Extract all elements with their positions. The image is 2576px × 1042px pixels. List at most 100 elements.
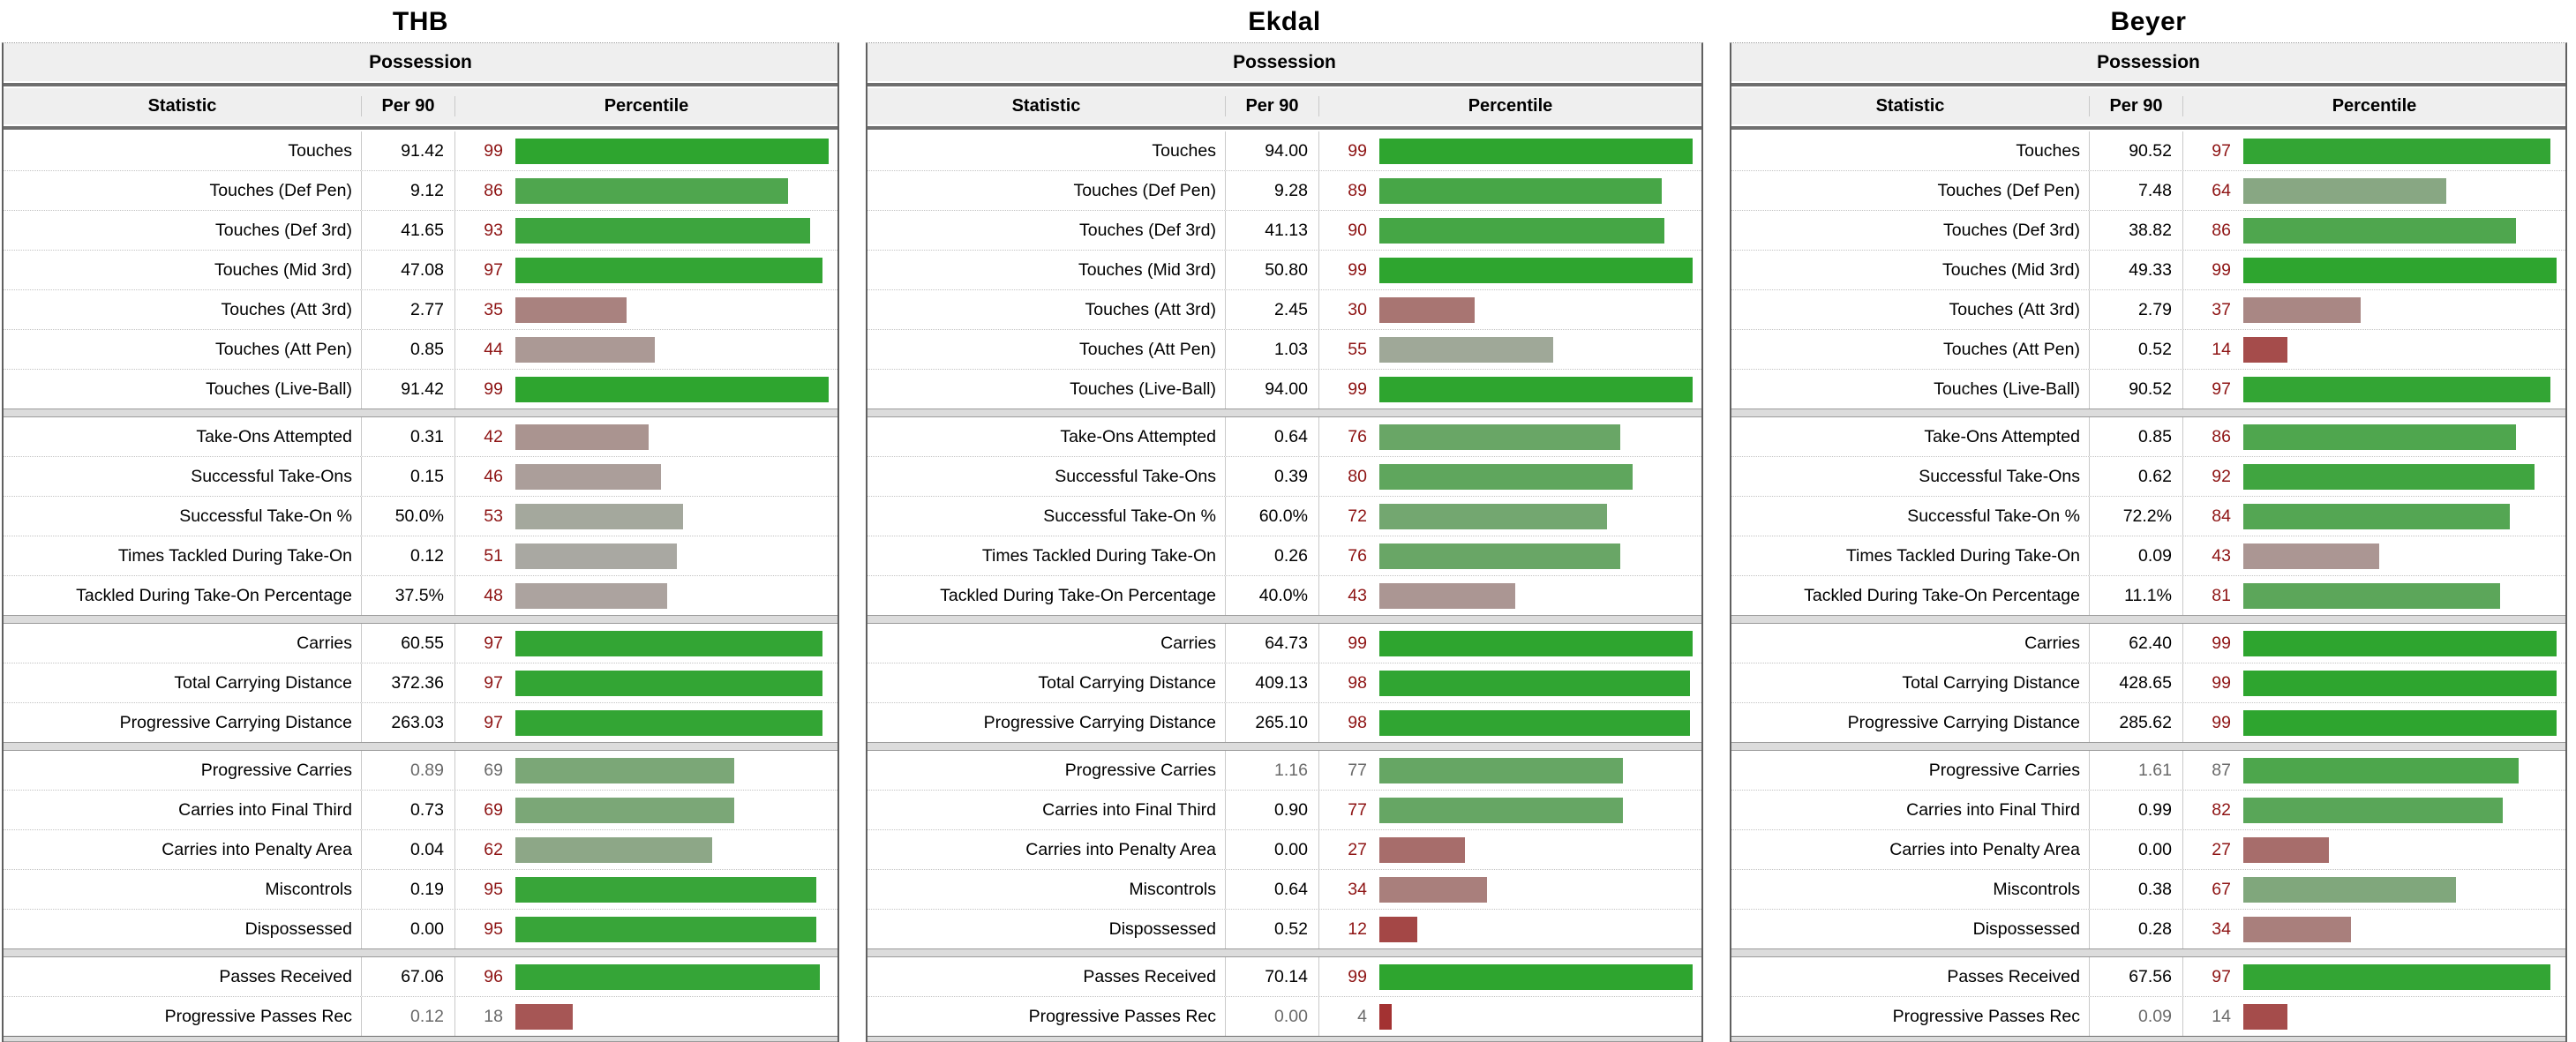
percentile-value: 86 bbox=[2212, 220, 2231, 240]
per90-value: 0.28 bbox=[2090, 910, 2183, 948]
stat-rows: Touches 94.00 99 Touches (Def Pen) 9.28 89 Tou… bbox=[867, 131, 1701, 1036]
stat-label: Progressive Passes Rec bbox=[867, 997, 1226, 1036]
percentile-bar-track bbox=[2243, 376, 2560, 402]
per90-value: 0.12 bbox=[362, 997, 455, 1036]
per90-value: 0.04 bbox=[362, 830, 455, 869]
group-separator bbox=[867, 409, 1701, 417]
stat-row: Touches (Att Pen) 0.85 44 bbox=[4, 329, 837, 369]
per90-value: 0.15 bbox=[362, 457, 455, 496]
per90-value: 0.09 bbox=[2090, 997, 2183, 1036]
stat-row: Total Carrying Distance 409.13 98 bbox=[867, 663, 1701, 702]
per90-value: 0.00 bbox=[1226, 997, 1319, 1036]
percentile-value: 43 bbox=[1348, 585, 1367, 605]
section-header: Possession bbox=[1731, 43, 2565, 81]
per90-value: 0.00 bbox=[2090, 830, 2183, 869]
percentile-cell: 81 bbox=[2183, 576, 2565, 615]
percentile-value: 69 bbox=[484, 799, 503, 820]
percentile-bar-track bbox=[1379, 217, 1696, 244]
percentile-value: 86 bbox=[484, 180, 503, 200]
percentile-cell: 77 bbox=[1319, 791, 1701, 829]
percentile-cell: 76 bbox=[1319, 536, 1701, 575]
percentile-bar bbox=[515, 916, 817, 942]
percentile-value: 27 bbox=[2212, 839, 2231, 859]
percentile-value: 48 bbox=[484, 585, 503, 605]
percentile-bar bbox=[2243, 797, 2504, 823]
per90-value: 47.08 bbox=[362, 251, 455, 289]
percentile-bar bbox=[1379, 963, 1694, 990]
percentile-bar bbox=[2243, 543, 2380, 569]
group-separator bbox=[867, 615, 1701, 624]
percentile-bar-track bbox=[1379, 876, 1696, 903]
percentile-bar-track bbox=[515, 709, 832, 736]
stat-row: Touches (Def 3rd) 38.82 86 bbox=[1731, 210, 2565, 250]
group-separator bbox=[1731, 615, 2565, 624]
per90-value: 2.77 bbox=[362, 290, 455, 329]
stat-label: Successful Take-On % bbox=[1731, 497, 2090, 536]
percentile-bar bbox=[515, 963, 820, 990]
stat-row: Successful Take-On % 60.0% 72 bbox=[867, 496, 1701, 536]
percentile-bar bbox=[1379, 757, 1624, 783]
percentile-value: 30 bbox=[1348, 299, 1367, 319]
percentile-cell: 77 bbox=[1319, 751, 1701, 790]
stat-label: Progressive Carrying Distance bbox=[1731, 703, 2090, 742]
percentile-bar bbox=[2243, 217, 2516, 244]
percentile-bar bbox=[1379, 257, 1694, 283]
percentile-cell: 53 bbox=[455, 497, 837, 536]
percentile-cell: 93 bbox=[455, 211, 837, 250]
percentile-bar-track bbox=[2243, 138, 2560, 164]
percentile-value: 99 bbox=[484, 379, 503, 399]
percentile-bar-track bbox=[515, 257, 832, 283]
percentile-bar bbox=[2243, 257, 2557, 283]
stat-row: Carries 62.40 99 bbox=[1731, 624, 2565, 663]
header-divider bbox=[1731, 124, 2565, 131]
stat-label: Successful Take-Ons bbox=[867, 457, 1226, 496]
percentile-value: 14 bbox=[2212, 339, 2231, 359]
per90-value: 50.80 bbox=[1226, 251, 1319, 289]
percentile-value: 55 bbox=[1348, 339, 1367, 359]
stat-label: Miscontrols bbox=[1731, 870, 2090, 909]
percentile-bar-track bbox=[515, 797, 832, 823]
percentile-value: 90 bbox=[1348, 220, 1367, 240]
percentile-cell: 92 bbox=[2183, 457, 2565, 496]
percentile-bar bbox=[2243, 582, 2500, 609]
stat-label: Carries into Penalty Area bbox=[1731, 830, 2090, 869]
percentile-bar-track bbox=[515, 1003, 832, 1030]
stat-label: Touches (Att Pen) bbox=[867, 330, 1226, 369]
per90-value: 0.26 bbox=[1226, 536, 1319, 575]
percentile-cell: 95 bbox=[455, 870, 837, 909]
percentile-bar bbox=[2243, 376, 2551, 402]
per90-value: 0.62 bbox=[2090, 457, 2183, 496]
percentile-cell: 99 bbox=[455, 131, 837, 170]
per90-value: 1.16 bbox=[1226, 751, 1319, 790]
percentile-cell: 97 bbox=[455, 703, 837, 742]
player-table-beyer: Beyer Possession Statistic Per 90 Percen… bbox=[1730, 0, 2567, 1042]
percentile-value: 96 bbox=[484, 966, 503, 986]
percentile-value: 62 bbox=[484, 839, 503, 859]
percentile-cell: 62 bbox=[455, 830, 837, 869]
percentile-bar bbox=[2243, 757, 2520, 783]
stat-row: Carries into Penalty Area 0.00 27 bbox=[867, 829, 1701, 869]
percentile-cell: 86 bbox=[455, 171, 837, 210]
stat-row: Progressive Carrying Distance 263.03 97 bbox=[4, 702, 837, 742]
percentile-bar bbox=[515, 503, 684, 529]
percentile-bar bbox=[1379, 336, 1554, 363]
stat-label: Take-Ons Attempted bbox=[1731, 417, 2090, 456]
stat-row: Times Tackled During Take-On 0.26 76 bbox=[867, 536, 1701, 575]
percentile-cell: 97 bbox=[455, 251, 837, 289]
per90-value: 2.45 bbox=[1226, 290, 1319, 329]
group-separator bbox=[4, 615, 837, 624]
percentile-value: 12 bbox=[1348, 918, 1367, 939]
percentile-value: 27 bbox=[1348, 839, 1367, 859]
percentile-bar bbox=[1379, 177, 1662, 204]
percentile-bar bbox=[1379, 543, 1620, 569]
column-header-percentile: Percentile bbox=[2332, 96, 2417, 116]
stat-row: Touches (Def 3rd) 41.65 93 bbox=[4, 210, 837, 250]
percentile-cell: 27 bbox=[2183, 830, 2565, 869]
percentile-bar-track bbox=[2243, 336, 2560, 363]
per90-value: 2.79 bbox=[2090, 290, 2183, 329]
per90-value: 265.10 bbox=[1226, 703, 1319, 742]
per90-value: 372.36 bbox=[362, 663, 455, 702]
percentile-value: 51 bbox=[484, 545, 503, 566]
percentile-bar bbox=[2243, 503, 2510, 529]
column-header-per90: Per 90 bbox=[1226, 96, 1319, 116]
